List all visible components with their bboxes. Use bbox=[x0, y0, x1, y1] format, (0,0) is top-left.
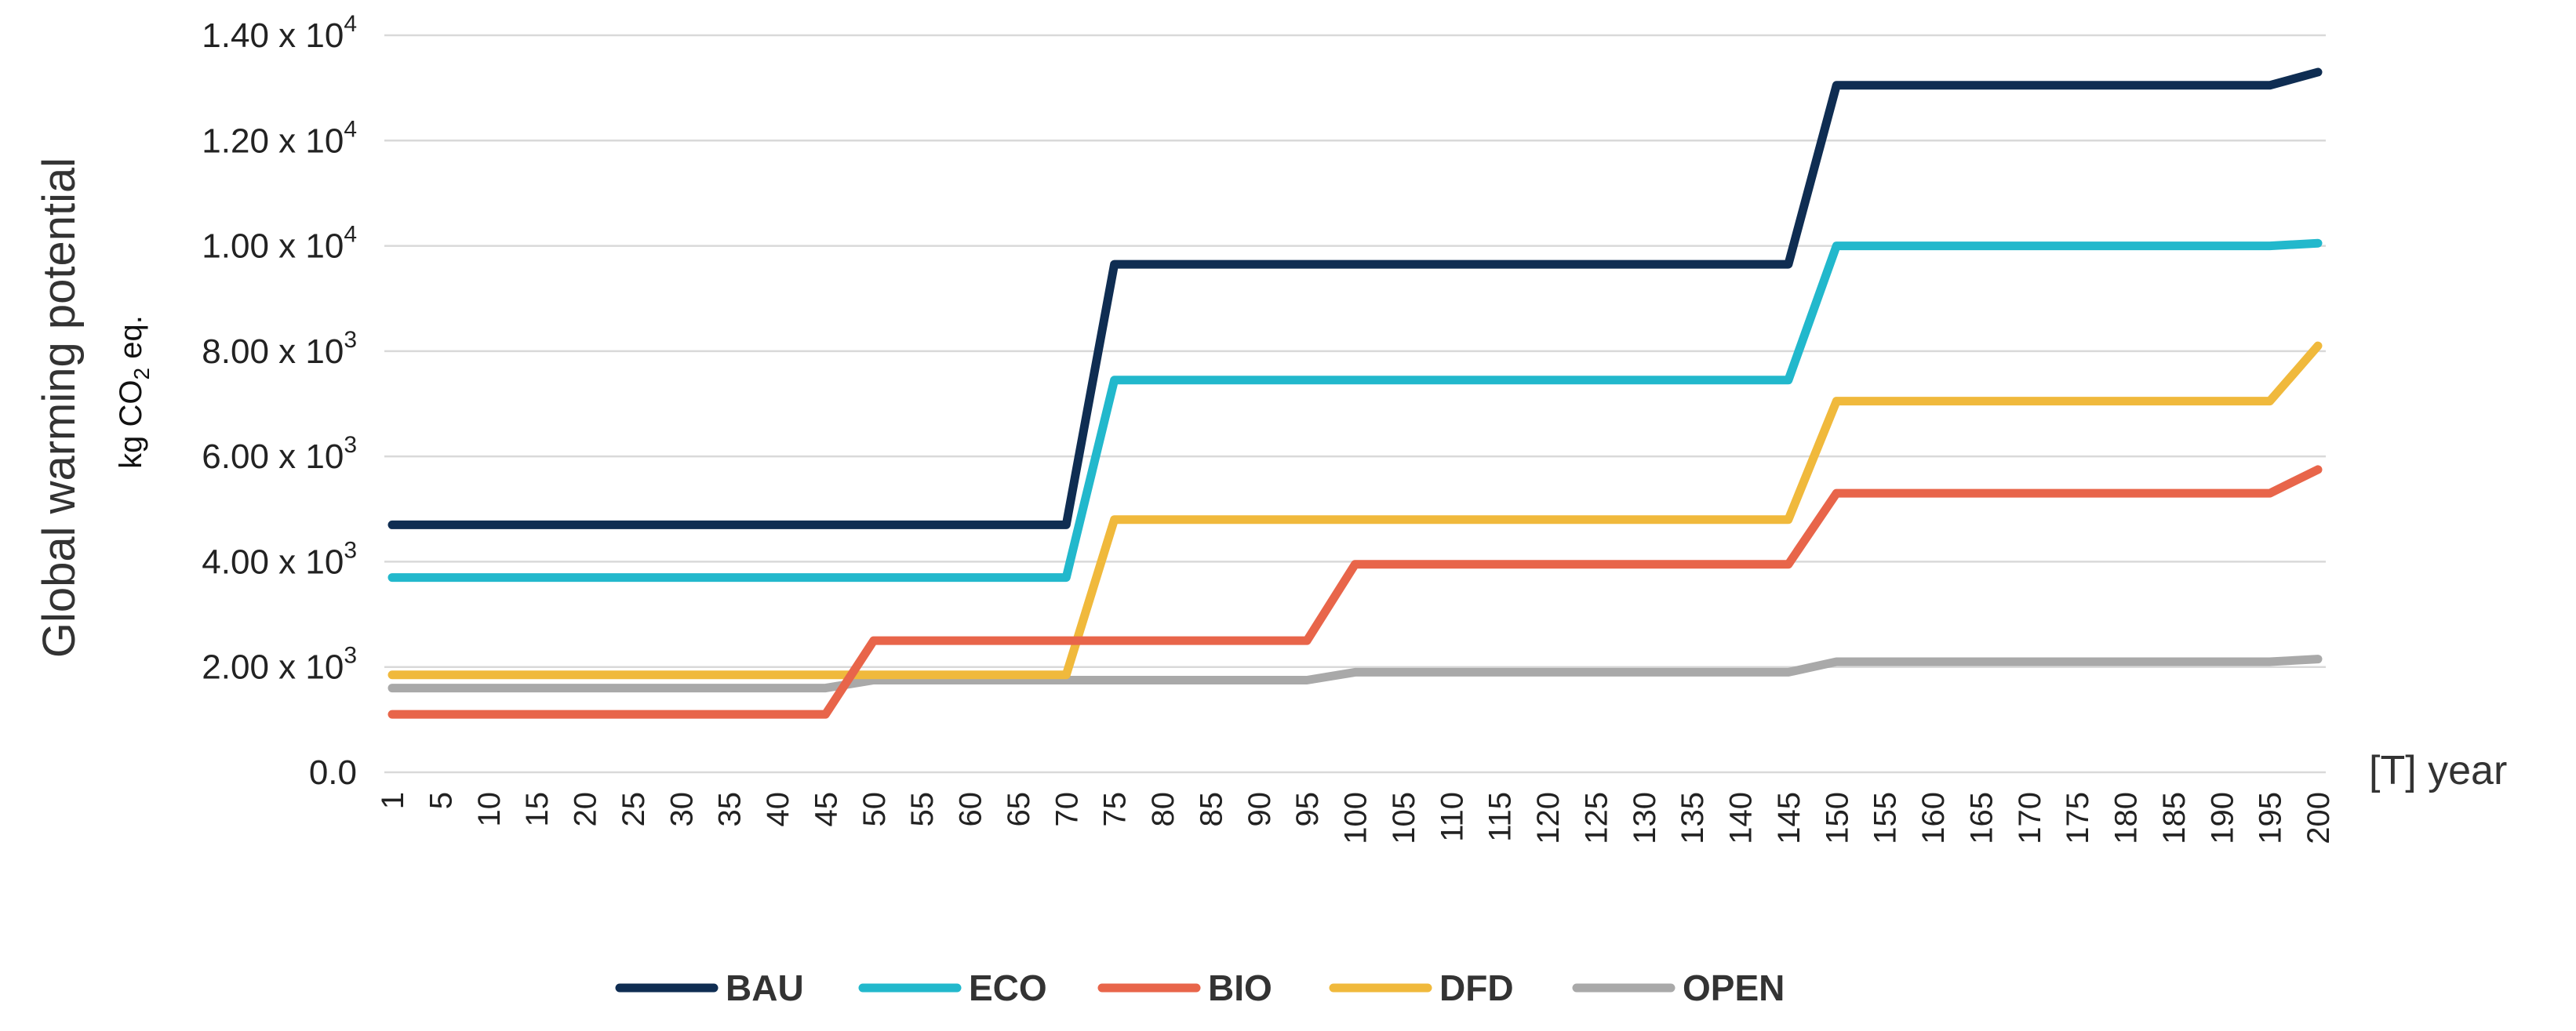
y-axis-unit-label: kg CO2 eq. bbox=[114, 315, 154, 469]
series-lines bbox=[387, 67, 2323, 719]
x-tick-label: 155 bbox=[1868, 792, 1903, 844]
x-tick-label: 10 bbox=[472, 792, 507, 827]
x-tick-label: 70 bbox=[1050, 792, 1084, 827]
x-tick-label: 5 bbox=[424, 792, 458, 809]
x-tick-label: 80 bbox=[1146, 792, 1181, 827]
x-tick-label: 20 bbox=[569, 792, 603, 827]
y-tick-label: 8.00 x 103 bbox=[202, 327, 357, 371]
legend: BAU ECO BIO DFD OPEN bbox=[615, 967, 1785, 1008]
series-line-open bbox=[387, 655, 2323, 693]
x-tick-label: 115 bbox=[1483, 792, 1518, 842]
x-tick-label: 95 bbox=[1290, 792, 1325, 827]
legend-label-open: OPEN bbox=[1683, 967, 1785, 1008]
x-tick-label: 40 bbox=[761, 792, 795, 827]
x-tick-label: 145 bbox=[1772, 792, 1806, 844]
x-tick-label: 45 bbox=[809, 792, 843, 827]
x-tick-label: 190 bbox=[2205, 792, 2239, 844]
x-tick-label: 150 bbox=[1820, 792, 1854, 844]
x-tick-label: 55 bbox=[905, 792, 940, 827]
y-tick-label: 0.0 bbox=[309, 753, 357, 792]
x-axis-label: [T] year bbox=[2369, 748, 2507, 793]
y-tick-exponent: 3 bbox=[344, 643, 357, 669]
x-tick-label: 65 bbox=[1002, 792, 1036, 827]
y-tick-label: 2.00 x 103 bbox=[202, 643, 357, 687]
x-tick-label: 195 bbox=[2254, 792, 2288, 844]
x-tick-label: 15 bbox=[520, 792, 555, 827]
legend-label-dfd: DFD bbox=[1439, 967, 1514, 1008]
x-tick-label: 180 bbox=[2109, 792, 2144, 844]
y-tick-label: 4.00 x 103 bbox=[202, 537, 357, 581]
series-line-bio bbox=[387, 465, 2323, 719]
y-tick-exponent: 3 bbox=[344, 327, 357, 353]
x-tick-label: 1 bbox=[376, 792, 410, 809]
x-tick-label: 110 bbox=[1435, 792, 1469, 842]
x-tick-label: 130 bbox=[1628, 792, 1662, 844]
x-tick-label: 170 bbox=[2013, 792, 2047, 844]
x-tick-label: 135 bbox=[1675, 792, 1710, 844]
x-tick-label: 125 bbox=[1579, 792, 1614, 844]
y-tick-label: 1.00 x 104 bbox=[202, 222, 357, 266]
y-tick-exponent: 4 bbox=[344, 11, 357, 37]
x-tick-label: 25 bbox=[617, 792, 651, 827]
x-tick-label: 160 bbox=[1916, 792, 1951, 844]
y-tick-exponent: 4 bbox=[344, 116, 357, 142]
x-tick-label: 175 bbox=[2061, 792, 2095, 844]
series-line-bau bbox=[387, 67, 2323, 529]
y-tick-label: 1.20 x 104 bbox=[202, 116, 357, 160]
x-tick-label: 35 bbox=[713, 792, 748, 827]
x-tick-label: 105 bbox=[1387, 792, 1421, 844]
x-tick-label: 120 bbox=[1531, 792, 1566, 844]
x-axis-ticks: 1 5 10 15 20 25 30 35 40 45 50 55 60 65 70 75 80 85 90 95 10… bbox=[376, 792, 2336, 844]
y-axis-label: Global warming potential bbox=[34, 158, 85, 658]
series-line-dfd bbox=[387, 341, 2323, 680]
x-tick-label: 90 bbox=[1243, 792, 1277, 827]
x-tick-label: 50 bbox=[857, 792, 892, 827]
legend-label-eco: ECO bbox=[969, 967, 1047, 1008]
x-tick-label: 85 bbox=[1194, 792, 1228, 827]
x-tick-label: 200 bbox=[2301, 792, 2336, 844]
series-line-eco bbox=[387, 238, 2323, 583]
y-tick-exponent: 4 bbox=[344, 222, 357, 248]
y-tick-exponent: 3 bbox=[344, 537, 357, 563]
y-tick-exponent: 3 bbox=[344, 432, 357, 458]
x-tick-label: 185 bbox=[2157, 792, 2192, 844]
x-tick-label: 30 bbox=[664, 792, 699, 827]
y-tick-label: 6.00 x 103 bbox=[202, 432, 357, 476]
x-tick-label: 165 bbox=[1964, 792, 1999, 844]
y-tick-label: 1.40 x 104 bbox=[202, 11, 357, 55]
legend-label-bau: BAU bbox=[726, 967, 804, 1008]
x-tick-label: 75 bbox=[1098, 792, 1133, 827]
x-tick-label: 140 bbox=[1724, 792, 1759, 844]
x-tick-label: 60 bbox=[954, 792, 988, 827]
legend-label-bio: BIO bbox=[1208, 967, 1272, 1008]
x-tick-label: 100 bbox=[1339, 792, 1374, 844]
y-axis-ticks: 0.0 2.00 x 103 4.00 x 103 6.00 x 103 8.00 x … bbox=[202, 11, 357, 792]
